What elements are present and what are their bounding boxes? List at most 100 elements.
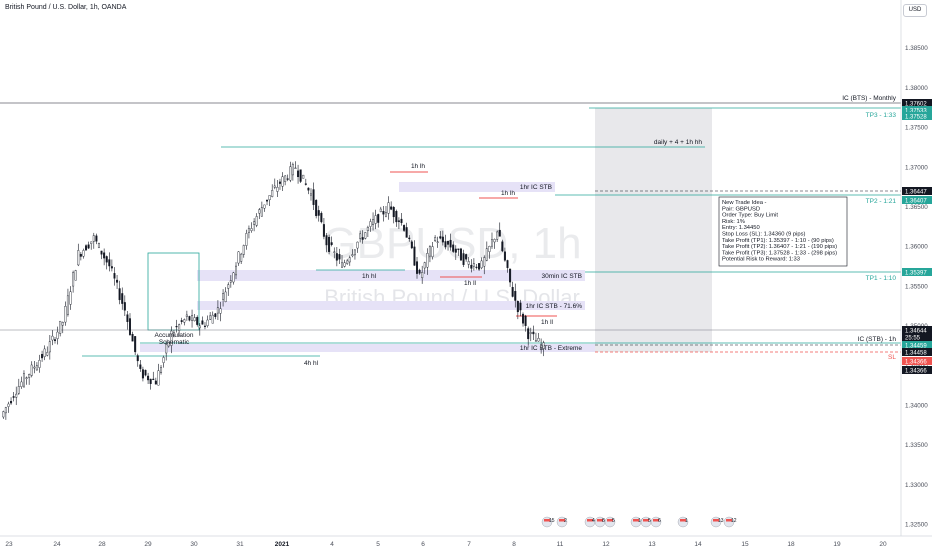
candle-body <box>384 212 387 217</box>
candle-body <box>245 233 248 246</box>
candle-body <box>17 386 20 394</box>
x-tick-label: 29 <box>144 541 152 548</box>
x-tick-label: 23 <box>5 541 13 548</box>
candle-body <box>198 325 201 329</box>
candle-body <box>22 373 25 387</box>
candle-body <box>410 241 413 249</box>
x-tick-label: 19 <box>833 541 841 548</box>
candle-body <box>229 280 232 283</box>
candle-body <box>276 187 279 192</box>
candle-body <box>214 313 217 317</box>
event-flag-icon <box>653 519 659 522</box>
candle-body <box>426 253 429 268</box>
candle-body <box>522 313 525 324</box>
candle-body <box>452 244 455 252</box>
zone-30min-ic-stb <box>197 270 585 281</box>
zone-1hr-ic-stb-extreme <box>140 344 595 352</box>
candle-body <box>268 195 271 201</box>
candle-body <box>25 377 28 379</box>
candle-body <box>346 260 349 264</box>
candle-body <box>209 315 212 320</box>
candle-body <box>149 378 152 384</box>
candle-body <box>235 265 238 276</box>
x-tick-label: 15 <box>741 541 749 548</box>
candle-body <box>51 335 54 341</box>
price-label-text: 1.36407 <box>905 198 927 204</box>
event-count: 5 <box>648 518 651 524</box>
event-count: 8 <box>602 518 605 524</box>
candle-body <box>436 241 439 243</box>
x-tick-label: 7 <box>467 541 471 548</box>
candle-body <box>462 253 465 265</box>
label-daily-hh: daily + 4 + 1h hh <box>654 139 702 146</box>
candle-body <box>281 176 284 187</box>
x-tick-label: 13 <box>648 541 656 548</box>
projection-box <box>595 108 712 352</box>
candle-body <box>105 256 108 263</box>
candle-body <box>496 231 499 240</box>
candle-body <box>372 219 375 226</box>
candle-body <box>20 381 23 387</box>
x-tick-label: 4 <box>330 541 334 548</box>
candle-body <box>519 302 522 311</box>
candle-body <box>113 273 116 279</box>
label-tp2: TP2 - 1:21 <box>866 198 897 205</box>
label-1h-lh-1: 1h lh <box>411 163 425 170</box>
price-label-text: 1.35397 <box>905 270 927 276</box>
price-label-bg <box>902 326 932 334</box>
event-flag-icon <box>559 519 565 522</box>
candle-body <box>172 332 175 337</box>
candle-body <box>503 251 506 261</box>
label-1h-hl: 1h hl <box>362 273 377 280</box>
candle-body <box>30 364 33 376</box>
candle-body <box>516 301 519 313</box>
candle-body <box>444 241 447 248</box>
candle-body <box>418 269 421 274</box>
candle-body <box>343 262 346 267</box>
event-icons[interactable]: 15 2 4 8 5 14 5 6 1 13 12 <box>541 516 737 528</box>
candle-body <box>266 199 269 202</box>
candle-body <box>470 264 473 269</box>
event-count: 4 <box>592 518 595 524</box>
candle-body <box>511 287 514 297</box>
x-tick-label: 24 <box>53 541 61 548</box>
candle-body <box>136 355 139 362</box>
event-flag-icon <box>726 519 732 522</box>
y-tick-label: 1.35500 <box>905 283 928 290</box>
candle-body <box>147 375 150 381</box>
label-1hr-ic-stb: 1hr IC STB <box>520 184 552 191</box>
candle-body <box>141 369 144 379</box>
candle-body <box>325 235 328 246</box>
currency-button[interactable]: USD <box>903 4 927 17</box>
candle-body <box>278 181 281 184</box>
candle-body <box>322 224 325 237</box>
price-label-text: 1.37528 <box>905 114 927 120</box>
candle-body <box>103 252 106 259</box>
symbol-title: British Pound / U.S. Dollar, 1h, OANDA <box>5 4 127 11</box>
candle-body <box>514 290 517 301</box>
candle-body <box>299 169 302 182</box>
candle-body <box>457 248 460 250</box>
price-label-bg <box>902 348 932 356</box>
candle-body <box>537 338 540 342</box>
candle-body <box>85 245 88 251</box>
candle-body <box>59 320 62 334</box>
candle-body <box>405 227 408 238</box>
candle-body <box>397 220 400 222</box>
candle-body <box>434 237 437 242</box>
candle-body <box>15 393 18 398</box>
candles <box>2 161 545 420</box>
candle-body <box>35 365 38 371</box>
candle-body <box>237 251 240 264</box>
event-flag-icon <box>597 519 603 522</box>
label-1hr-ic-stb-71: 1hr IC STB - 71.6% <box>526 303 583 310</box>
candle-body <box>12 396 15 398</box>
candle-body <box>361 237 364 240</box>
price-label-text: 1.37602 <box>905 101 927 107</box>
price-label-bg <box>902 341 932 349</box>
candle-body <box>465 254 468 260</box>
candle-body <box>134 336 137 353</box>
